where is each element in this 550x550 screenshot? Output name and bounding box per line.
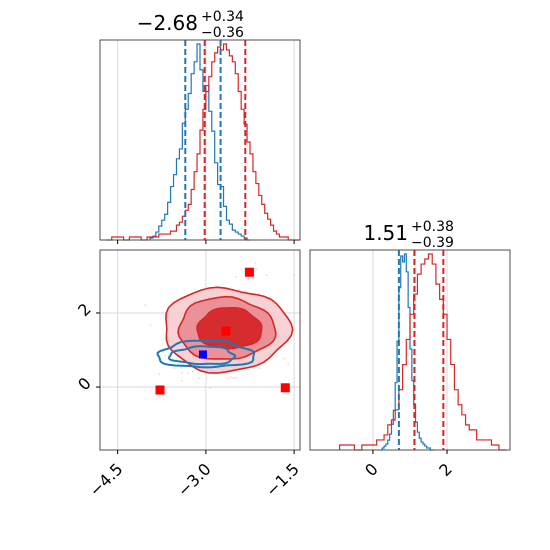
2d-marker-1 xyxy=(221,326,231,336)
hist-y-title-value: 1.51 xyxy=(363,221,408,245)
2d-scatter-point xyxy=(229,376,232,379)
2d-scatter-point xyxy=(238,288,241,291)
2d-scatter-point xyxy=(269,296,272,299)
2d-scatter-point xyxy=(234,376,237,379)
2d-scatter-point xyxy=(247,278,250,281)
2d-xtick-label-0: −4.5 xyxy=(86,459,127,500)
hist-y-title-minus: −0.39 xyxy=(411,235,454,251)
hist-x-ticks xyxy=(117,240,295,244)
2d-scatter-point xyxy=(187,372,189,374)
2d-scatter-point xyxy=(149,324,152,327)
hist-x-title: −2.68 xyxy=(137,11,198,35)
2d-scatter-point xyxy=(173,367,176,370)
hist-y-quantile-lines xyxy=(397,250,445,450)
hist-y-series-1 xyxy=(339,253,507,451)
2d-marker-4 xyxy=(280,383,290,393)
2d-scatter-point xyxy=(197,377,200,380)
2d-ytick-label-0: 0 xyxy=(74,374,95,395)
2d-scatter-point xyxy=(226,377,229,380)
2d-contours-red xyxy=(165,286,294,374)
2d-scatter-point xyxy=(244,290,247,292)
2d-scatter-point xyxy=(293,274,295,276)
2d-ytick-label-1: 2 xyxy=(74,299,95,320)
2d-marker-2 xyxy=(244,267,254,277)
hist-x-quantile-lines xyxy=(184,40,247,240)
2d-scatter-point xyxy=(247,277,250,280)
2d-scatter-point xyxy=(287,362,290,365)
2d-x-ticks: −4.5 −3.0 −1.5 xyxy=(86,450,303,500)
panel-hist-x: −2.68 +0.34 −0.36 xyxy=(99,9,301,244)
2d-xtick-label-2: −1.5 xyxy=(262,459,303,500)
2d-scatter-point xyxy=(283,357,286,360)
2d-scatter-point xyxy=(258,292,261,295)
hist-x-series xyxy=(105,43,300,241)
hist-y-title-plus: +0.38 xyxy=(411,219,454,235)
2d-scatter-point xyxy=(232,377,235,380)
2d-y-ticks: 02 xyxy=(74,299,100,394)
2d-frame xyxy=(99,249,301,451)
hist-x-title-value: −2.68 xyxy=(137,11,198,35)
2d-scatter-point xyxy=(144,304,147,307)
hist-y-series-0 xyxy=(380,253,435,451)
2d-markers xyxy=(155,267,290,395)
2d-marker-3 xyxy=(155,385,165,395)
2d-blue-contour-0 xyxy=(156,339,256,369)
hist-y-grid xyxy=(372,250,448,450)
2d-scatter-point xyxy=(235,275,237,278)
2d-scatter-point xyxy=(181,379,183,382)
hist-x-series-0 xyxy=(149,43,250,241)
2d-xtick-label-1: −3.0 xyxy=(174,459,215,500)
2d-scatter-point xyxy=(191,370,194,373)
2d-blue-contour-1 xyxy=(167,345,237,366)
hist-x-grid xyxy=(117,40,295,240)
2d-scatter-point xyxy=(162,351,165,353)
2d-scatter-point xyxy=(254,262,257,264)
hist-y-xtick-label-1: 2 xyxy=(435,459,456,480)
2d-contours-blue xyxy=(156,339,256,369)
hist-x-title-minus: −0.36 xyxy=(201,25,244,41)
2d-scatter-point xyxy=(181,371,184,374)
2d-scatter-point xyxy=(175,358,178,360)
hist-x-frame xyxy=(99,39,301,241)
2d-scatter-point xyxy=(258,367,261,370)
hist-x-series-1 xyxy=(105,43,300,241)
2d-marker-0 xyxy=(198,350,207,359)
2d-scatter-point xyxy=(265,274,268,277)
hist-y-series xyxy=(339,253,507,451)
2d-scatter-point xyxy=(158,373,161,376)
hist-x-title-plus: +0.34 xyxy=(201,9,244,25)
hist-y-frame xyxy=(309,249,511,451)
2d-scatter-point xyxy=(209,386,211,389)
2d-scatter-point xyxy=(180,366,182,369)
panel-2d: −4.5 −3.0 −1.5 02 xyxy=(74,249,303,500)
2d-scatter-point xyxy=(255,268,257,270)
hist-y-xtick-label-0: 0 xyxy=(361,459,382,480)
